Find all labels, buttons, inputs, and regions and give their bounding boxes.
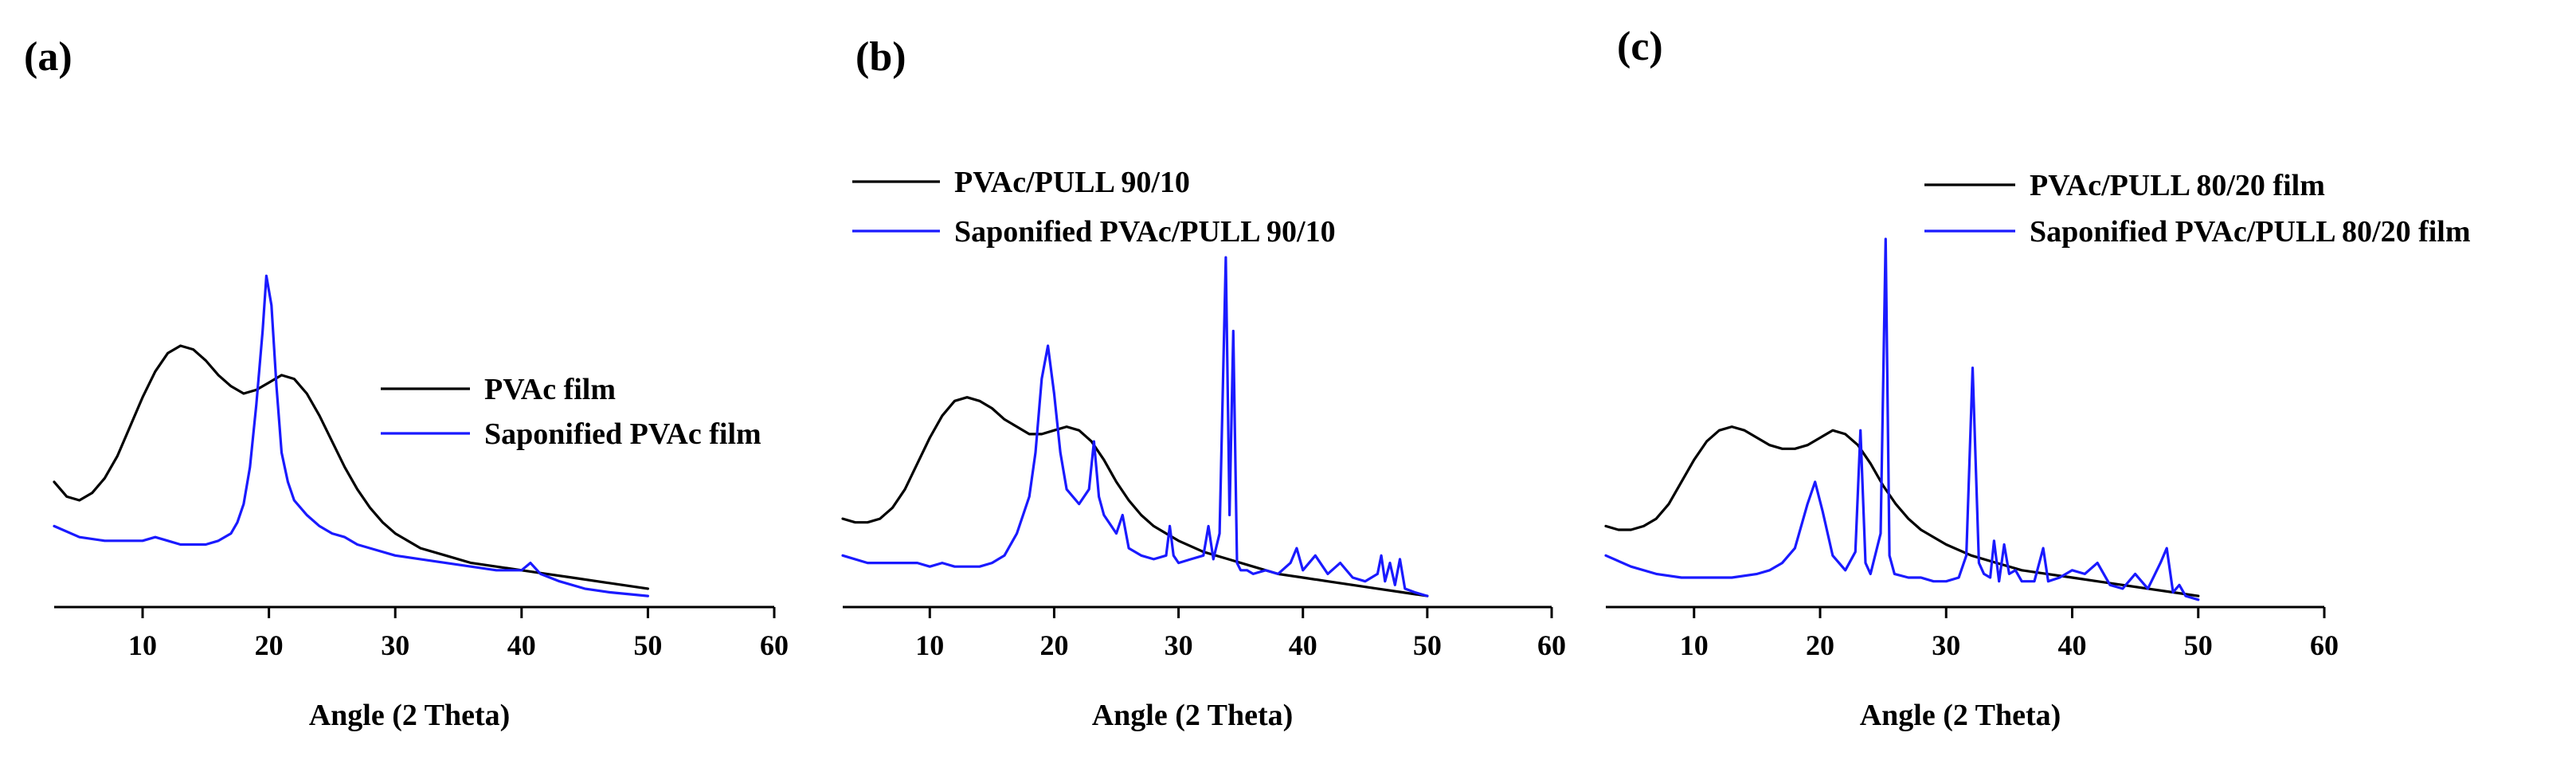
legend-label: Saponified PVAc/PULL 80/20 film — [2030, 215, 2471, 249]
x-tick-label: 60 — [2310, 629, 2339, 661]
series-line-saponified — [53, 274, 649, 597]
legend: PVAc/PULL 90/10 Saponified PVAc/PULL 90/1… — [852, 166, 1336, 249]
series-line-untreated — [1604, 425, 2200, 597]
x-tick-label: 20 — [255, 629, 284, 661]
x-tick-label: 40 — [1289, 629, 1317, 661]
x-tick-label: 30 — [381, 629, 409, 661]
x-tick-label: 10 — [1680, 629, 1709, 661]
legend: PVAc/PULL 80/20 film Saponified PVAc/PULL… — [1924, 169, 2471, 249]
x-tick-label: 30 — [1932, 629, 1960, 661]
x-tick-label: 50 — [1413, 629, 1442, 661]
x-tick-label: 20 — [1039, 629, 1068, 661]
x-tick-label: 30 — [1165, 629, 1193, 661]
x-tick-label: 20 — [1806, 629, 1834, 661]
legend-label: PVAc/PULL 90/10 — [954, 166, 1190, 199]
series-line-saponified — [1604, 237, 2200, 601]
legend-label: Saponified PVAc film — [484, 417, 761, 451]
x-tick-label: 50 — [633, 629, 662, 661]
x-axis-label: Angle (2 Theta) — [1860, 699, 2061, 732]
panel-b: (b) 10 20 30 40 50 60 Angle (2 Theta) PVAc/PULL … — [841, 34, 1566, 732]
legend-label: PVAc/PULL 80/20 film — [2030, 169, 2325, 202]
x-tick-label: 40 — [2058, 629, 2087, 661]
panel-label: (c) — [1617, 24, 1663, 69]
x-tick-label: 10 — [915, 629, 944, 661]
x-tick-label: 50 — [2184, 629, 2213, 661]
x-axis-label: Angle (2 Theta) — [309, 699, 511, 732]
x-tick-label: 10 — [128, 629, 157, 661]
legend-label: Saponified PVAc/PULL 90/10 — [954, 215, 1336, 249]
panel-label: (b) — [855, 34, 906, 80]
panel-label: (a) — [24, 34, 72, 80]
panel-c: (c) 10 20 30 40 50 60 Angle (2 Theta) PVAc/PULL … — [1604, 24, 2471, 732]
x-tick-label: 60 — [1537, 629, 1566, 661]
panel-a: (a) 10 20 30 40 50 60 Angle (2 Theta) PVAc film S… — [24, 34, 789, 732]
series-line-saponified — [841, 256, 1429, 597]
legend-label: PVAc film — [484, 373, 616, 406]
x-axis-label: Angle (2 Theta) — [1092, 699, 1294, 732]
series-line-untreated — [53, 344, 649, 590]
x-tick-label: 40 — [507, 629, 536, 661]
legend: PVAc film Saponified PVAc film — [381, 373, 761, 451]
x-tick-label: 60 — [760, 629, 789, 661]
